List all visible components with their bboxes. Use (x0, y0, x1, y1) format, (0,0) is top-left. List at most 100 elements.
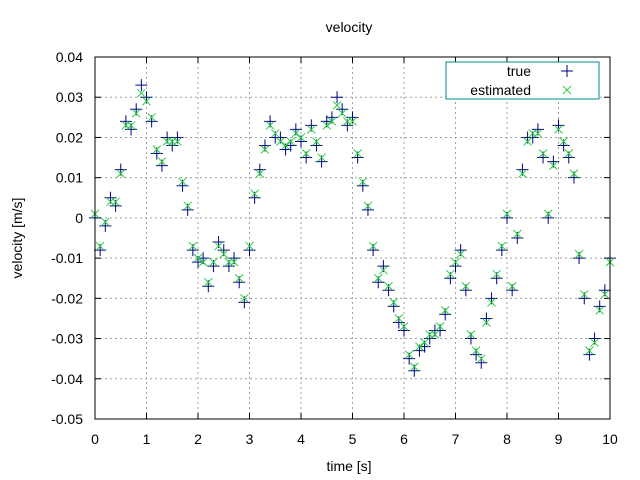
estimated-point (111, 197, 120, 207)
y-tick-label: 0.01 (56, 170, 83, 186)
estimated-point (188, 241, 198, 251)
estimated-point (538, 149, 548, 158)
estimated-point (399, 322, 409, 331)
x-tick-label: 10 (602, 431, 618, 447)
x-tick-label: 6 (400, 431, 408, 447)
x-tick-label: 3 (246, 431, 254, 447)
estimated-point (348, 117, 357, 126)
estimated-point (579, 289, 589, 299)
estimated-point (492, 269, 502, 279)
y-tick-label: -0.01 (51, 250, 83, 266)
estimated-point (291, 129, 301, 138)
x-tick-label: 0 (91, 431, 99, 447)
estimated-point (482, 318, 491, 327)
estimated-point (116, 169, 126, 178)
estimated-point (554, 125, 563, 134)
estimated-point (543, 209, 553, 219)
estimated-point (389, 298, 399, 307)
estimated-point (523, 137, 532, 146)
estimated-point (136, 88, 146, 98)
estimated-point (451, 257, 460, 267)
estimated-point (322, 121, 332, 130)
estimated-point (229, 257, 239, 267)
estimated-point (281, 141, 290, 150)
x-tick-label: 7 (452, 431, 460, 447)
x-tick-label: 4 (297, 431, 305, 447)
estimated-point (476, 354, 486, 364)
estimated-point (548, 161, 558, 170)
y-tick-label: -0.05 (51, 411, 83, 427)
x-tick-label: 8 (503, 431, 511, 447)
estimated-point (502, 209, 512, 219)
estimated-point (363, 201, 373, 211)
estimated-point (152, 145, 162, 154)
estimated-point (595, 306, 605, 315)
estimated-point (245, 241, 254, 251)
y-tick-label: -0.04 (51, 371, 83, 387)
estimated-point (574, 249, 584, 259)
estimated-point (487, 298, 496, 307)
estimated-point (585, 346, 594, 355)
estimated-point (518, 169, 527, 178)
estimated-point (394, 314, 404, 323)
x-tick-label: 9 (555, 431, 563, 447)
estimated-point (415, 342, 424, 351)
y-tick-label: 0.03 (56, 89, 83, 105)
legend-marker-true (561, 65, 573, 77)
estimated-point (239, 293, 249, 303)
estimated-point (373, 273, 383, 283)
estimated-point (420, 338, 429, 347)
grid-lines (94, 56, 611, 420)
estimated-point (214, 241, 223, 251)
estimated-point (142, 96, 151, 106)
estimated-point (497, 241, 507, 251)
estimated-point (183, 201, 193, 211)
true-point (331, 91, 344, 104)
estimated-point (306, 125, 316, 134)
y-tick-label: -0.02 (51, 290, 83, 306)
estimated-point (193, 253, 203, 263)
legend-box (445, 61, 600, 100)
estimated-point (147, 112, 157, 122)
estimated-point (250, 189, 260, 199)
estimated-point (440, 306, 450, 315)
estimated-point (533, 129, 543, 138)
estimated-point (100, 217, 110, 227)
estimated-point (332, 100, 342, 110)
estimated-point (327, 117, 337, 126)
estimated-point (430, 330, 440, 339)
y-tick-label: 0.02 (56, 129, 83, 145)
estimated-point (600, 289, 610, 299)
y-tick-label: 0.04 (56, 49, 83, 65)
estimated-point (559, 137, 569, 146)
x-tick-label: 2 (194, 431, 202, 447)
estimated-point (265, 121, 275, 130)
estimated-point (126, 121, 136, 130)
legend-marker-estimated (562, 85, 572, 95)
legend-label-true: true (507, 63, 531, 79)
estimated-point (404, 350, 414, 359)
estimated-point (456, 249, 466, 259)
legend-label-estimated: estimated (470, 82, 531, 98)
estimated-point (358, 177, 368, 187)
estimated-point (590, 338, 599, 347)
estimated-point (286, 137, 296, 146)
estimated-point (173, 137, 182, 146)
estimated-point (435, 322, 445, 331)
estimated-point (209, 257, 218, 267)
estimated-point (270, 129, 280, 138)
y-tick-labels: -0.05 -0.04 -0.03 -0.02 -0.01 0 0.01 0.02 0.03 0.… (51, 49, 83, 427)
y-tick-label: 0 (75, 210, 83, 226)
estimated-point (512, 229, 522, 239)
estimated-point (131, 108, 141, 118)
y-axis-label: velocity [m/s] (9, 198, 25, 279)
estimated-point (260, 145, 270, 154)
legend-markers (561, 65, 573, 95)
estimated-point (276, 137, 285, 146)
estimated-point (409, 362, 419, 372)
estimated-point (461, 281, 471, 291)
estimated-point (471, 346, 481, 355)
estimated-point (569, 169, 579, 178)
legend: true estimated (445, 61, 600, 100)
